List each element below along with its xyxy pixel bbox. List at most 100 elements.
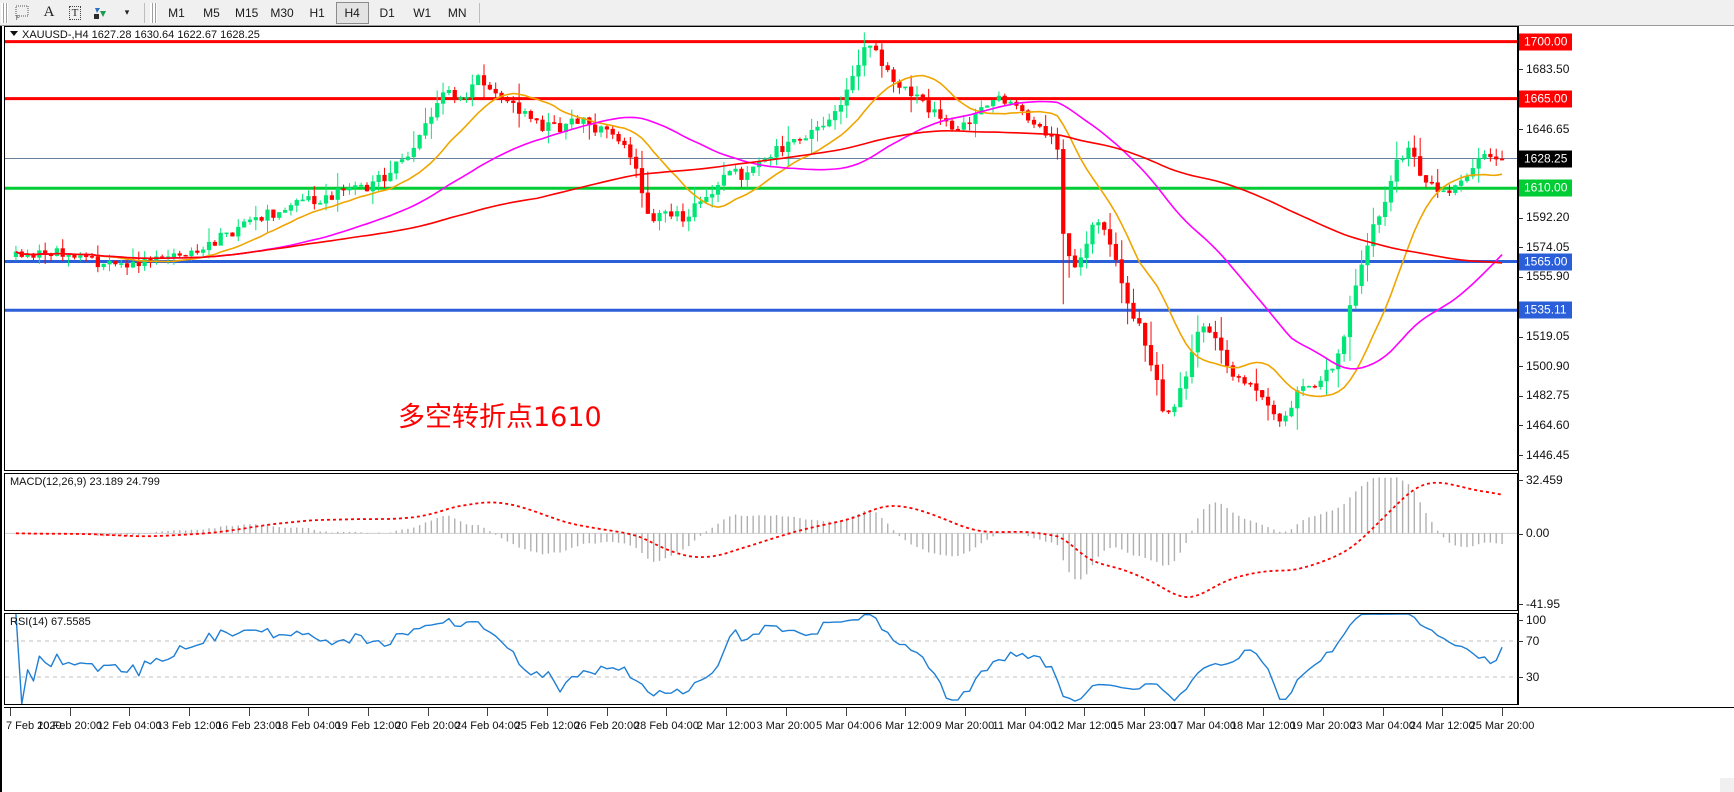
chart-area[interactable]: XAUUSD-,H4 1627.28 1630.64 1622.67 1628.… [0,26,1734,792]
price-series-svg [5,32,1517,430]
timeframe-m1[interactable]: M1 [168,5,185,20]
price-level-badge-1628-25[interactable]: 1628.25 [1519,150,1573,168]
collapse-triangle-icon[interactable] [10,31,18,36]
price-axis-tick: 1574.05 [1518,240,1569,254]
price-tick-label: 1519.05 [1526,329,1570,344]
toolbar-separator-2 [478,2,480,23]
price-tick-label: 1683.50 [1526,61,1570,76]
time-axis-label: 23 Mar 04:00 [1350,720,1416,732]
time-tick-mark [308,708,310,716]
macd-tick-zero: 0.00 [1518,526,1549,540]
time-axis-label: 13 Feb 12:00 [156,720,222,732]
time-axis-label: 5 Mar 04:00 [816,720,875,732]
price-level-badge-1535-11[interactable]: 1535.11 [1519,301,1572,319]
price-tick-label: 1446.45 [1526,447,1570,462]
price-axis-tick: 1646.65 [1518,122,1569,136]
rsi-series-svg [5,614,1517,704]
toolbar-grip-1[interactable] [1,2,8,23]
timeframe-m5[interactable]: M5 [203,5,220,20]
price-tick-label: 1592.20 [1526,210,1570,225]
time-axis-label: 17 Mar 04:00 [1171,720,1237,732]
price-axis-tick: 1500.90 [1518,359,1569,373]
text-label-icon[interactable]: T [63,2,87,24]
price-axis-tick: 1683.50 [1518,62,1569,76]
price-tick-label: 1646.65 [1526,121,1570,136]
chart-annotation-text: 多空转折点1610 [398,402,602,433]
price-tick-label: 1482.75 [1526,388,1570,403]
time-tick-mark [547,708,549,716]
time-axis-label: 9 Mar 20:00 [935,720,995,732]
rsi-pane-inner [5,614,1517,704]
time-tick-mark [666,708,668,716]
time-axis-label: 19 Mar 20:00 [1290,720,1356,732]
time-tick-mark [368,708,370,716]
crosshair-f-icon[interactable]: F [11,2,35,24]
macd-pane-inner [5,474,1517,610]
price-pane-label-text: XAUUSD-,H4 1627.28 1630.64 1622.67 1628.… [22,29,260,41]
time-axis-label: 19 Feb 12:00 [335,720,401,732]
timeframe-m30[interactable]: M30 [270,5,294,20]
time-tick-mark [964,708,966,716]
time-tick-mark [189,708,191,716]
time-axis-label: 18 Feb 04:00 [275,720,341,732]
timeframe-w1[interactable]: W1 [413,5,432,20]
price-level-badge-1700-00[interactable]: 1700.00 [1519,33,1573,51]
macd-tick-max: 32.459 [1518,473,1563,487]
time-tick-mark [1442,708,1444,716]
timeframe-mn[interactable]: MN [447,5,467,20]
time-axis-label: 24 Feb 04:00 [455,720,520,732]
shapes-icon[interactable] [89,2,113,24]
rsi-line [15,614,1503,704]
time-axis-label: 15 Mar 23:00 [1111,720,1177,732]
time-axis-label: 6 Mar 12:00 [875,720,935,732]
rsi-indicator-pane[interactable]: RSI(14) 67.5585 [4,613,1518,705]
shapes-dropdown-arrow-icon[interactable]: ▾ [115,2,139,24]
price-level-badge-1665-00[interactable]: 1665.00 [1519,90,1573,108]
time-axis-label: 26 Feb 20:00 [574,720,640,732]
macd-tick-min: -41.95 [1518,597,1560,611]
price-axis-tick: 1464.60 [1518,418,1569,432]
time-tick-mark [129,708,131,716]
time-axis-label: 16 Feb 23:00 [216,720,282,732]
text-label-glyph: T [68,5,82,20]
time-tick-mark [1263,708,1265,716]
time-axis-label: 12 Feb 04:00 [96,720,162,732]
time-tick-mark [427,708,429,716]
price-level-badge-1565-00[interactable]: 1565.00 [1519,253,1573,271]
time-axis-label: 12 Mar 12:00 [1051,720,1117,732]
time-tick-mark [1084,708,1086,716]
price-axis-rule [1518,26,1519,705]
rsi-tick-100: 100 [1518,613,1546,627]
time-tick-mark [1024,708,1026,716]
price-chart-pane[interactable]: XAUUSD-,H4 1627.28 1630.64 1622.67 1628.… [4,26,1518,471]
time-axis-label: 25 Mar 20:00 [1469,720,1535,732]
toolbar-separator [144,2,145,23]
svg-text:F: F [16,16,20,21]
timeframe-h1[interactable]: H1 [309,5,325,20]
price-level-badge-1610-00[interactable]: 1610.00 [1519,179,1573,197]
timeframe-d1[interactable]: D1 [379,5,395,20]
time-tick-mark [1502,708,1503,716]
time-axis[interactable]: 7 Feb 2020 10 Feb 20:00 12 Feb 04:00 13 Feb… [4,707,1734,737]
price-axis[interactable]: 1700.00 1683.50 1665.00 1646.65 1628.25 1610.… [1518,26,1734,705]
time-axis-label: 28 Feb 04:00 [634,720,699,732]
macd-pane-label: MACD(12,26,9) 23.189 24.799 [10,476,160,488]
time-tick-mark [785,708,787,716]
macd-series-svg [5,477,1517,598]
rsi-pane-label: RSI(14) 67.5585 [10,616,91,628]
time-tick-mark [1382,708,1384,716]
timeframe-h4[interactable]: H4 [335,1,369,24]
time-axis-label: 18 Mar 12:00 [1230,720,1296,732]
time-axis-label: 25 Feb 12:00 [514,720,580,732]
text-a-glyph: A [43,4,55,20]
text-a-icon[interactable]: A [37,2,61,24]
macd-indicator-pane[interactable]: MACD(12,26,9) 23.189 24.799 [4,473,1518,611]
time-axis-label: 11 Mar 04:00 [992,720,1057,732]
time-axis-label: 10 Feb 20:00 [37,720,103,732]
toolbar-grip-2[interactable] [150,2,157,23]
ma-red-line [15,130,1503,264]
timeframe-m15[interactable]: M15 [235,5,259,20]
time-tick-mark [1203,708,1205,716]
price-tick-label: 1555.90 [1526,269,1570,284]
time-axis-label: 2 Mar 12:00 [696,720,756,732]
